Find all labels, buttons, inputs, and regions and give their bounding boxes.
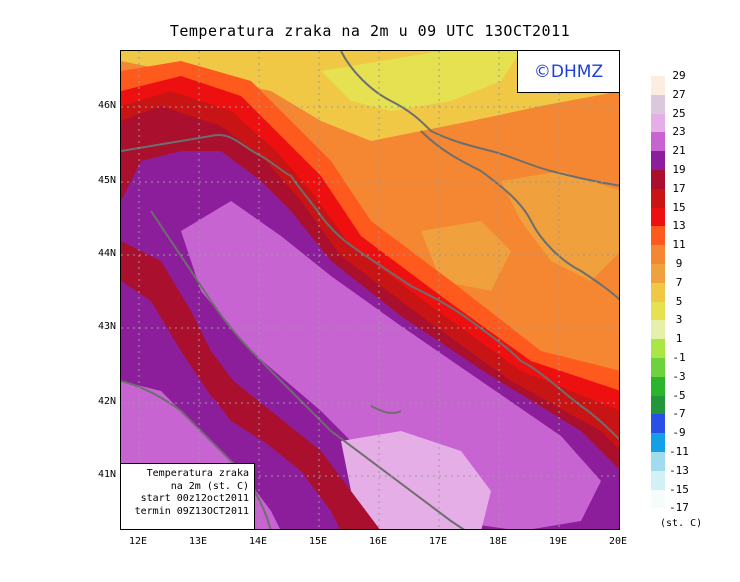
legend-label: -3 xyxy=(672,369,686,383)
lon-label-12e: 12E xyxy=(128,536,148,547)
graticule xyxy=(121,51,619,529)
copyright-badge: ©DHMZ xyxy=(517,51,619,93)
legend-swatch xyxy=(651,489,665,509)
lat-label-41n: 41N xyxy=(97,469,116,480)
legend-swatch xyxy=(651,470,665,490)
legend-label: 23 xyxy=(672,125,686,139)
legend-label: -17 xyxy=(669,501,689,515)
east-patch xyxy=(501,171,619,281)
lon-label-15e: 15E xyxy=(308,536,328,547)
legend-label: 21 xyxy=(672,144,686,158)
legend-label: 29 xyxy=(672,69,686,82)
legend-swatch xyxy=(651,207,665,227)
legend-swatch xyxy=(651,282,665,302)
lat-label-44n: 44N xyxy=(97,248,116,259)
legend-label: 5 xyxy=(675,294,683,308)
legend-swatch xyxy=(651,395,665,415)
info-line-4: termin 09Z13OCT2011 xyxy=(134,505,249,517)
legend-swatch xyxy=(651,358,665,377)
lat-label-42n: 42N xyxy=(97,396,116,407)
map-canvas xyxy=(121,51,619,529)
legend-swatch xyxy=(651,113,665,133)
lat-label-43n: 43N xyxy=(97,321,116,332)
legend-label: 17 xyxy=(672,181,686,195)
legend-swatch xyxy=(651,376,665,396)
legend-swatch xyxy=(651,301,665,321)
legend-units: (st. C) xyxy=(660,518,703,529)
legend-swatch xyxy=(651,170,665,189)
legend-swatch xyxy=(651,76,665,95)
lon-label-17e: 17E xyxy=(428,536,448,547)
lon-label-16e: 16E xyxy=(368,536,388,547)
legend-swatch xyxy=(651,132,665,152)
legend-swatch xyxy=(651,151,665,170)
legend-label: -5 xyxy=(672,388,686,402)
legend-label: 19 xyxy=(672,163,686,176)
italy-coast-warm xyxy=(176,311,281,446)
lon-label-14e: 14E xyxy=(248,536,268,547)
cool-band-north-2 xyxy=(321,51,521,111)
lon-label-13e: 13E xyxy=(188,536,208,547)
lon-label-20e: 20E xyxy=(608,536,628,547)
info-line-2: na 2m (st. C) xyxy=(170,480,249,492)
legend-swatch xyxy=(651,433,665,452)
legend-label: 7 xyxy=(675,275,683,289)
coastlines xyxy=(121,51,619,529)
legend-swatch xyxy=(651,264,665,283)
legend-label: -11 xyxy=(669,445,689,458)
lat-label-45n: 45N xyxy=(97,175,116,186)
legend-swatch xyxy=(651,414,665,434)
legend-swatch xyxy=(651,339,665,358)
legend-label: -15 xyxy=(669,482,689,496)
legend-label: -13 xyxy=(669,463,689,477)
legend-swatch xyxy=(651,320,665,340)
temperature-map: ©DHMZ Temperatura zraka na 2m (st. C) st… xyxy=(120,50,620,530)
legend-label: 3 xyxy=(675,313,683,327)
legend-label: -7 xyxy=(672,407,686,421)
adriatic-sea xyxy=(181,201,601,529)
map-title: Temperatura zraka na 2m u 09 UTC 13OCT20… xyxy=(169,22,571,40)
legend-swatch xyxy=(651,245,665,264)
inland-patch xyxy=(421,221,511,291)
legend-swatch xyxy=(651,226,665,246)
legend-label: -1 xyxy=(672,351,686,364)
lat-label-46n: 46N xyxy=(97,100,116,111)
info-box: Temperatura zraka na 2m (st. C) start 00… xyxy=(121,463,255,529)
legend-label: 25 xyxy=(672,106,686,120)
info-line-3: start 00z12oct2011 xyxy=(140,493,249,504)
legend-label: 13 xyxy=(672,219,686,233)
south-light-patch xyxy=(341,431,491,529)
legend-label: 15 xyxy=(672,200,686,214)
legend-label: 27 xyxy=(672,87,686,101)
legend-label: 1 xyxy=(675,332,683,346)
legend-label: -9 xyxy=(672,426,686,440)
legend-swatch xyxy=(651,188,665,208)
legend-label: 9 xyxy=(675,257,683,270)
legend-label: 11 xyxy=(672,238,686,252)
legend-swatch xyxy=(651,94,665,114)
lon-label-18e: 18E xyxy=(488,536,508,547)
info-line-1: Temperatura zraka xyxy=(146,468,249,479)
legend-swatch xyxy=(651,452,665,471)
lon-label-19e: 19E xyxy=(548,536,568,547)
